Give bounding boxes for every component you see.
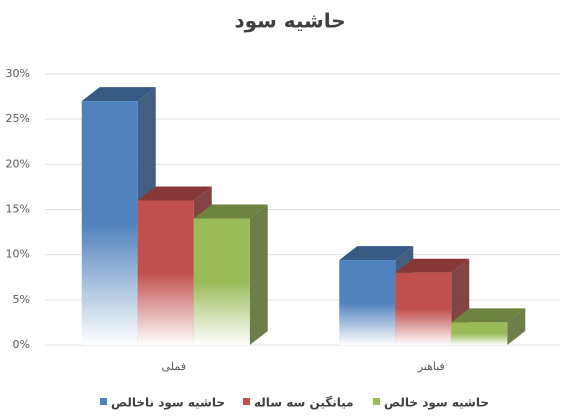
bar bbox=[339, 260, 396, 345]
legend-label: حاشیه سود ناخالص bbox=[111, 396, 225, 411]
bar-top bbox=[451, 308, 526, 323]
bar-side bbox=[507, 308, 526, 345]
y-tick-label: 15% bbox=[6, 203, 30, 216]
x-tick-label: فملی bbox=[162, 360, 186, 373]
bar-top bbox=[193, 204, 268, 219]
bar bbox=[193, 218, 250, 345]
legend-swatch bbox=[373, 398, 380, 405]
legend-label: حاشیه سود خالص bbox=[384, 396, 489, 411]
y-tick-label: 25% bbox=[6, 112, 30, 125]
bar bbox=[451, 322, 508, 345]
x-tick-label: فباهنر bbox=[417, 360, 445, 373]
bar-side bbox=[249, 204, 268, 345]
bar bbox=[395, 272, 452, 345]
legend-swatch bbox=[243, 398, 250, 405]
y-tick-label: 20% bbox=[6, 157, 30, 170]
legend-swatch bbox=[100, 398, 107, 405]
y-tick-label: 10% bbox=[6, 248, 30, 261]
chart-title: حاشیه سود bbox=[234, 9, 345, 33]
bar bbox=[137, 200, 194, 345]
bar-top bbox=[137, 186, 212, 201]
y-tick-label: 0% bbox=[13, 338, 30, 351]
bar-top bbox=[395, 258, 470, 273]
bar bbox=[81, 101, 138, 345]
y-tick-label: 30% bbox=[6, 67, 30, 80]
y-tick-label: 5% bbox=[13, 293, 30, 306]
legend-label: میانگین سه ساله bbox=[254, 396, 354, 410]
bar-top bbox=[81, 87, 156, 102]
bar-top bbox=[339, 246, 414, 261]
